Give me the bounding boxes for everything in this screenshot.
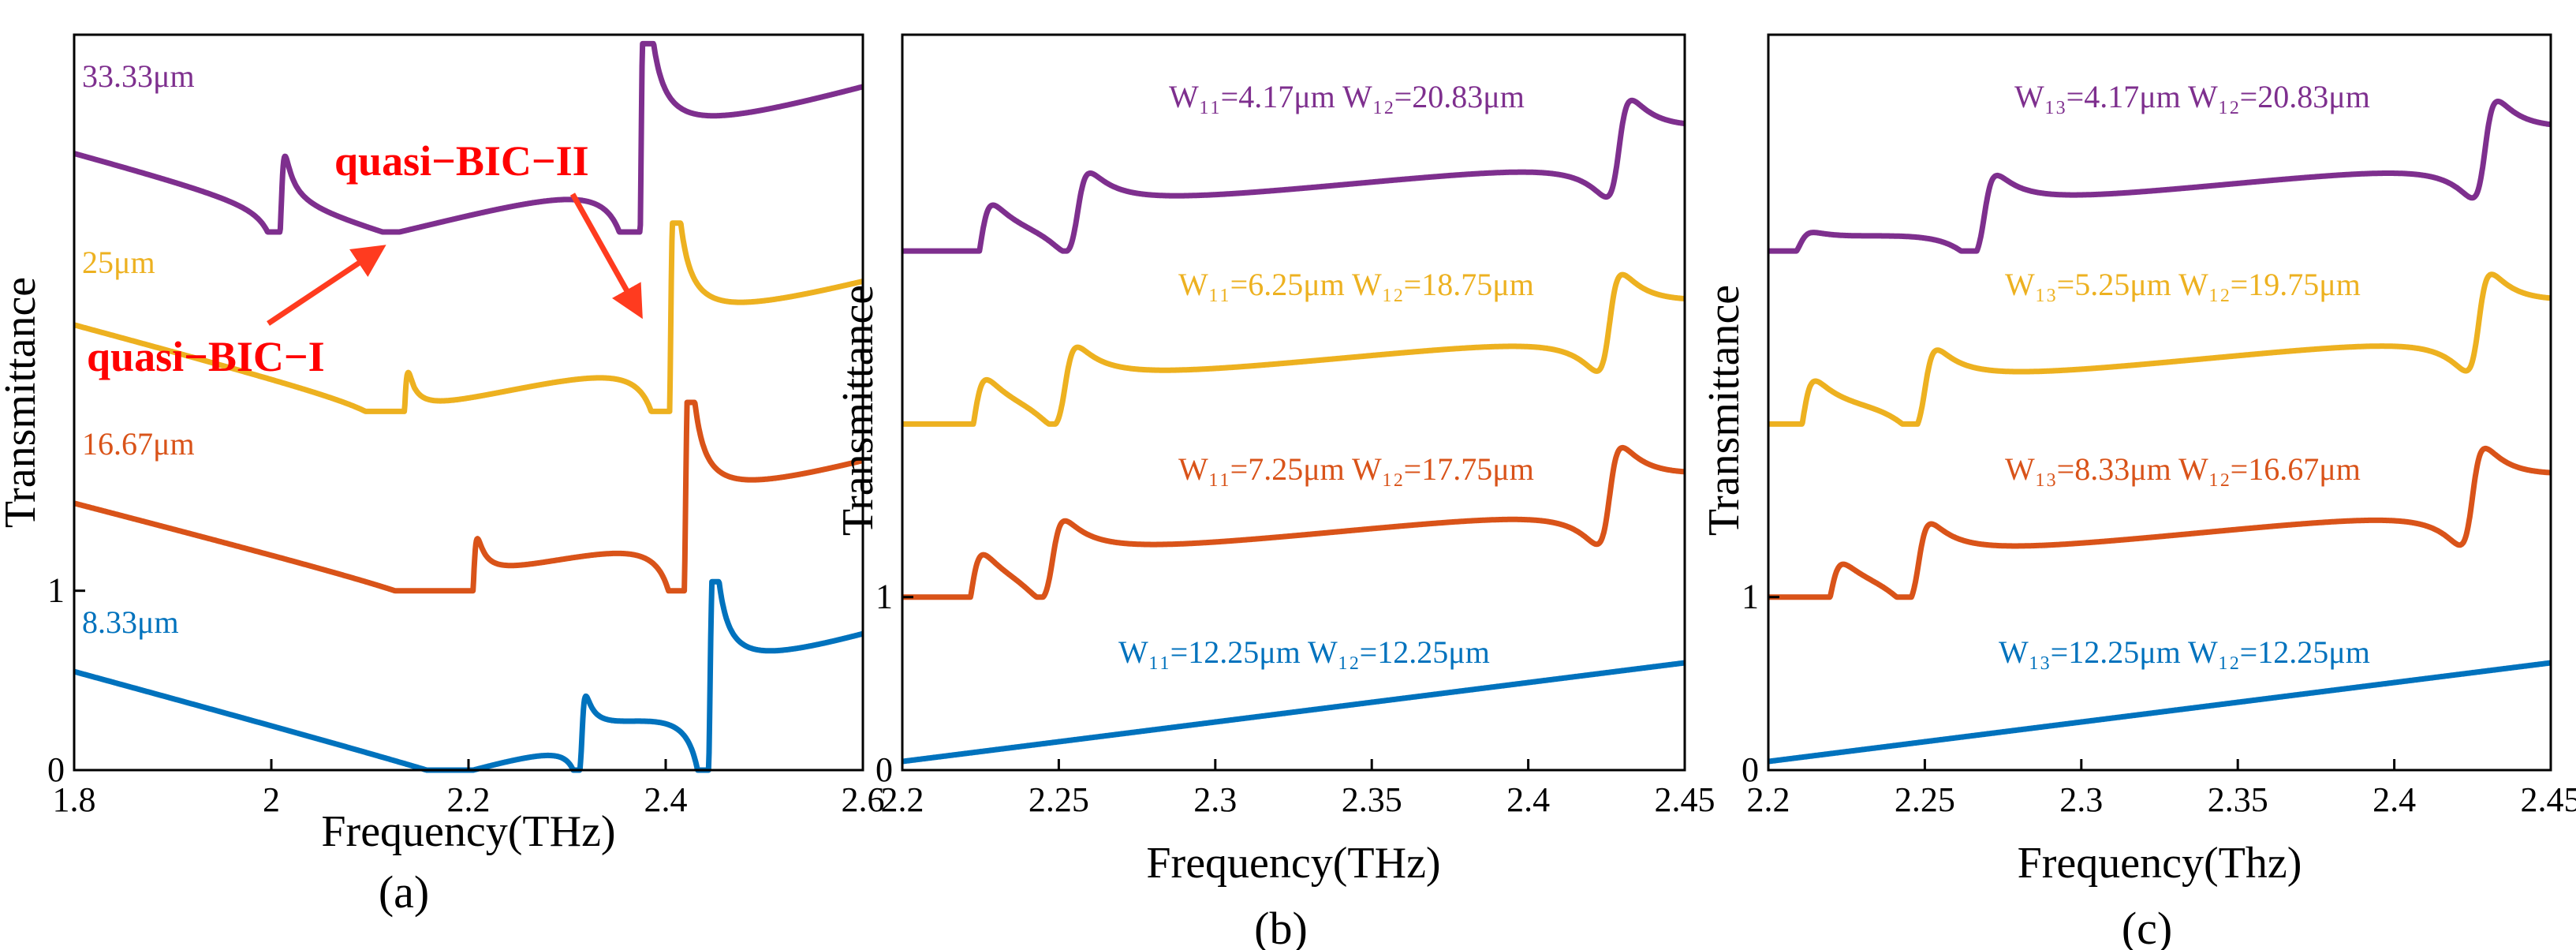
curve-label-blue: W₁₃=12.25μm W₁₂=12.25μm	[1999, 634, 2370, 670]
x-tick-label: 2.6	[842, 780, 885, 819]
x-tick-label: 2.25	[1029, 780, 1089, 819]
x-tick-label: 2.4	[644, 780, 688, 819]
curve-label-yellow: W₁₁=6.25μm W₁₂=18.75μm	[1178, 267, 1534, 302]
curve-label-purple: W₁₃=4.17μm W₁₂=20.83μm	[2014, 79, 2370, 114]
panel-c-ylabel: Transmittance	[1700, 285, 1749, 536]
curve-label-orange: 16.67μm	[82, 426, 195, 462]
y-tick-label: 0	[47, 750, 65, 789]
x-tick-label: 2.35	[1342, 780, 1402, 819]
panel-b-curves	[900, 97, 1687, 765]
panel-b-axes-box	[901, 33, 1686, 772]
panel-c-xlabel: Frequency(Thz)	[2018, 839, 2302, 888]
curve-label-purple: W₁₁=4.17μm W₁₂=20.83μm	[1169, 79, 1525, 114]
y-tick-label: 1	[47, 571, 65, 610]
curve-label-blue: 8.33μm	[82, 604, 179, 640]
quasi-bic-2-annotation: quasi−BIC−II	[334, 137, 589, 185]
series-orange-line	[900, 444, 1687, 600]
series-blue-line	[72, 578, 865, 773]
x-tick-label: 2.2	[881, 780, 924, 819]
panel-a-xlabel: Frequency(THz)	[321, 807, 615, 856]
panel-a-label: (a)	[379, 866, 429, 918]
panel-b-label: (b)	[1254, 903, 1308, 950]
curve-label-purple: 33.33μm	[82, 58, 195, 94]
series-blue-line	[900, 660, 1687, 765]
series-orange-line	[72, 399, 865, 594]
x-tick-label: 1.8	[53, 780, 96, 819]
x-tick-label: 2.45	[2521, 780, 2576, 819]
y-tick-label: 0	[1742, 750, 1759, 789]
panel-a-ylabel: Transmittance	[0, 277, 45, 528]
series-blue-line	[1766, 660, 2553, 765]
x-tick-label: 2.2	[447, 780, 491, 819]
curve-label-yellow: W₁₃=5.25μm W₁₂=19.75μm	[2005, 267, 2361, 302]
x-tick-label: 2	[263, 780, 280, 819]
x-tick-label: 2.3	[2059, 780, 2103, 819]
panel-a-ticks: 1.8 2 2.2 2.4 2.6 0 1	[47, 571, 885, 819]
panel-b-curve-labels: W₁₁=12.25μm W₁₂=12.25μm W₁₁=7.25μm W₁₂=17…	[1118, 79, 1534, 670]
series-yellow-line	[72, 220, 865, 414]
y-tick-label: 1	[875, 578, 893, 616]
panel-c-label: (c)	[2122, 903, 2172, 950]
x-tick-label: 2.35	[2208, 780, 2268, 819]
panel-b-ticks: 2.2 2.25 2.3 2.35 2.4 2.45 0 1	[875, 578, 1715, 819]
x-tick-label: 2.45	[1655, 780, 1715, 819]
y-tick-label: 1	[1742, 578, 1759, 616]
series-purple-line	[900, 97, 1687, 254]
panel-b: 2.2 2.25 2.3 2.35 2.4 2.45 0 1 Frequency(THz) T…	[834, 33, 1715, 950]
panel-a-curve-labels: 8.33μm 16.67μm 25μm 33.33μm	[82, 58, 195, 640]
curve-label-orange: W₁₃=8.33μm W₁₂=16.67μm	[2005, 451, 2361, 487]
series-purple-line	[1766, 99, 2553, 254]
x-tick-label: 2.4	[1506, 780, 1550, 819]
y-tick-label: 0	[875, 750, 893, 789]
series-yellow-line	[1766, 271, 2553, 427]
panel-b-xlabel: Frequency(THz)	[1146, 839, 1440, 888]
panel-c-curve-labels: W₁₃=12.25μm W₁₂=12.25μm W₁₃=8.33μm W₁₂=16…	[1999, 79, 2370, 670]
quasi-bic-1-annotation: quasi−BIC−I	[87, 333, 325, 380]
panel-c: 2.2 2.25 2.3 2.35 2.4 2.45 0 1 Frequency(Thz) T…	[1700, 33, 2576, 950]
arrow-quasi-bic-1	[267, 245, 386, 326]
panel-c-curves	[1766, 99, 2553, 765]
panel-c-axes-box	[1767, 33, 2552, 772]
panel-b-ylabel: Transmittance	[834, 285, 883, 536]
series-orange-line	[1766, 445, 2553, 600]
x-tick-label: 2.3	[1193, 780, 1237, 819]
panel-c-ticks: 2.2 2.25 2.3 2.35 2.4 2.45 0 1	[1742, 578, 2576, 819]
x-tick-label: 2.4	[2373, 780, 2416, 819]
series-purple-line	[72, 40, 865, 235]
curve-label-orange: W₁₁=7.25μm W₁₂=17.75μm	[1178, 451, 1534, 487]
panel-a: 1.8 2 2.2 2.4 2.6 0 1 Frequency(THz) Transmitt…	[0, 33, 885, 918]
arrow-quasi-bic-2	[569, 193, 643, 320]
curve-label-blue: W₁₁=12.25μm W₁₂=12.25μm	[1118, 634, 1490, 670]
x-tick-label: 2.25	[1895, 780, 1955, 819]
series-yellow-line	[900, 271, 1687, 427]
curve-label-yellow: 25μm	[82, 245, 155, 280]
x-tick-label: 2.2	[1747, 780, 1790, 819]
